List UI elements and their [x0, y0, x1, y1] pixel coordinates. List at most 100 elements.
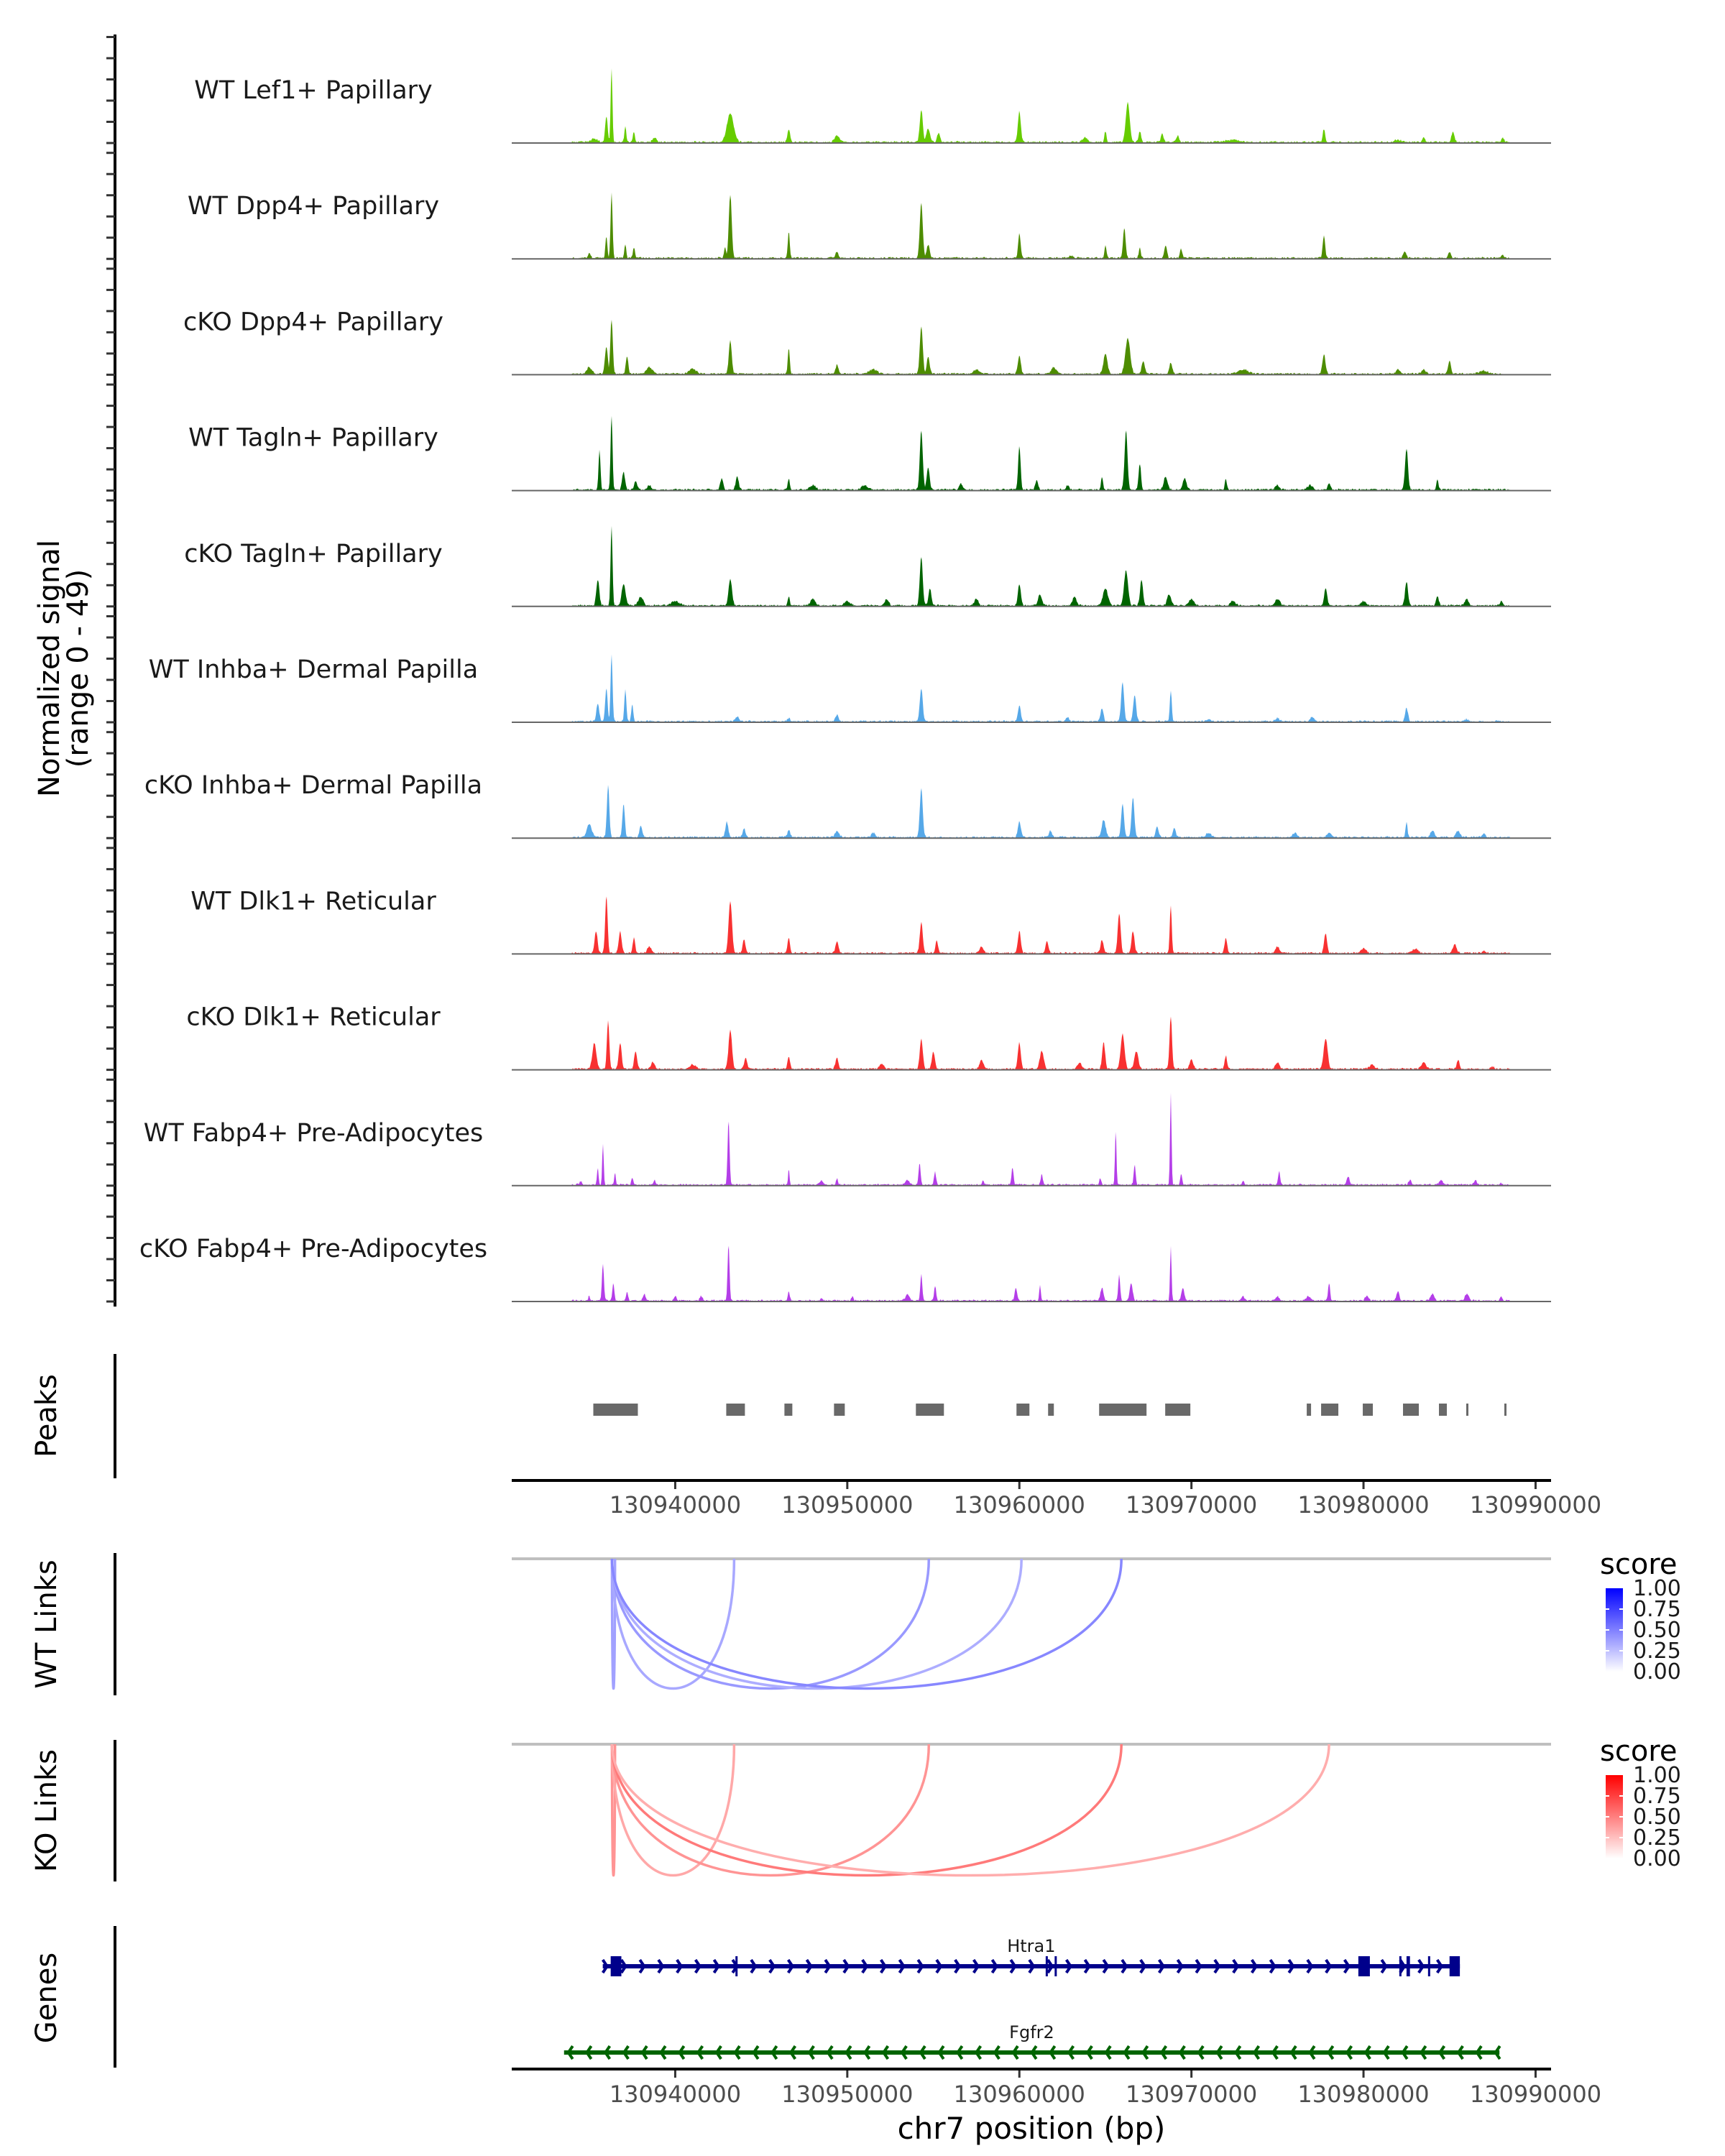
- strand-arrow-icon: [863, 2045, 871, 2060]
- peak-region: [1099, 1404, 1147, 1416]
- strand-arrow-icon: [768, 1958, 776, 1974]
- strand-arrow-icon: [1046, 1958, 1054, 1974]
- strand-arrow-icon: [1306, 1958, 1314, 1974]
- strand-arrow-icon: [1435, 1958, 1444, 1974]
- track-label: WT Lef1+ Papillary: [194, 76, 433, 105]
- strand-arrow-icon: [1475, 2045, 1483, 2060]
- strand-arrow-icon: [657, 1958, 665, 1974]
- strand-arrow-icon: [1141, 2045, 1149, 2060]
- coverage-track: WT Dlk1+ Reticular: [190, 887, 1551, 955]
- strand-arrow-icon: [1271, 2045, 1279, 2060]
- strand-arrow-icon: [972, 1958, 980, 1974]
- track-label: cKO Tagln+ Papillary: [184, 540, 443, 568]
- legend-tick-label: 0.25: [1633, 1825, 1681, 1851]
- strand-arrow-icon: [750, 1958, 758, 1974]
- strand-arrow-icon: [1234, 2045, 1242, 2060]
- gene-model: Htra1: [601, 1936, 1460, 1976]
- track-label: cKO Dpp4+ Papillary: [183, 308, 443, 336]
- strand-arrow-icon: [696, 2045, 704, 2060]
- coverage-area: [512, 192, 1551, 259]
- coverage-area: [512, 525, 1551, 607]
- track-label: WT Fabp4+ Pre-Adipocytes: [144, 1119, 483, 1148]
- link-track-label: WT Links: [30, 1560, 63, 1688]
- strand-arrow-icon: [1438, 2045, 1446, 2060]
- link-track-label: KO Links: [30, 1749, 63, 1872]
- signal-axis-title: Normalized signal: [33, 540, 66, 797]
- strand-arrow-icon: [1325, 1958, 1333, 1974]
- legend-tick-label: 0.75: [1633, 1784, 1681, 1809]
- strand-arrow-icon: [1343, 1958, 1351, 1974]
- coverage-tracks: WT Lef1+ Papillary WT Dpp4+ Papillary cKO …: [139, 68, 1551, 1302]
- link-arc: [610, 1743, 736, 1877]
- strand-arrow-icon: [1401, 2045, 1409, 2060]
- peak-regions: [593, 1404, 1506, 1416]
- genes-track-label: Genes: [30, 1953, 63, 2043]
- x-axis-tick-label: 130960000: [954, 2081, 1085, 2108]
- strand-arrow-icon: [1139, 1958, 1147, 1974]
- gene-exon: [610, 1956, 622, 1976]
- link-arc: [610, 1558, 1123, 1690]
- track-label: WT Dpp4+ Papillary: [188, 192, 439, 221]
- link-arc: [610, 1558, 931, 1690]
- x-axis-tick-label: 130970000: [1126, 2081, 1257, 2108]
- strand-arrow-icon: [714, 2045, 722, 2060]
- strand-arrow-icon: [1215, 2045, 1223, 2060]
- peak-region: [1016, 1404, 1030, 1416]
- coverage-track: cKO Dlk1+ Reticular: [186, 1003, 1551, 1071]
- x-axis-title: chr7 position (bp): [898, 2111, 1166, 2146]
- strand-arrow-icon: [845, 2045, 852, 2060]
- peak-region: [1321, 1404, 1339, 1416]
- strand-arrow-icon: [993, 2045, 1000, 2060]
- peak-region: [726, 1404, 745, 1416]
- strand-arrow-icon: [1289, 2045, 1297, 2060]
- x-axis-tick-label: 130950000: [781, 1491, 913, 1519]
- strand-arrow-icon: [1494, 2045, 1501, 2060]
- link-arc: [610, 1558, 617, 1690]
- x-axis-tick-label: 130970000: [1126, 1491, 1257, 1519]
- strand-arrow-icon: [974, 2045, 983, 2060]
- x-axis-tick-label: 130990000: [1470, 2081, 1601, 2108]
- x-axis-tick-label: 130960000: [954, 1491, 1085, 1519]
- coverage-track: WT Inhba+ Dermal Papilla: [149, 654, 1551, 723]
- x-axis-tick-label: 130980000: [1297, 2081, 1429, 2108]
- gene-exon: [1054, 1956, 1057, 1976]
- strand-arrow-icon: [826, 2045, 834, 2060]
- strand-arrow-icon: [1456, 2045, 1464, 2060]
- x-axis-tick-label: 130940000: [610, 2081, 741, 2108]
- coverage-track: cKO Dpp4+ Papillary: [183, 308, 1551, 376]
- strand-arrow-icon: [1159, 2045, 1168, 2060]
- peaks-track-label: Peaks: [30, 1374, 63, 1457]
- strand-arrow-icon: [620, 1958, 627, 1974]
- gene-exon: [1427, 1956, 1430, 1976]
- strand-arrow-icon: [937, 2045, 945, 2060]
- strand-arrow-icon: [805, 1958, 813, 1974]
- strand-arrow-icon: [954, 1958, 962, 1974]
- strand-arrow-icon: [1252, 2045, 1261, 2060]
- strand-arrow-icon: [1345, 2045, 1353, 2060]
- legend-tick-label: 0.00: [1633, 1659, 1681, 1685]
- strand-arrow-icon: [752, 2045, 760, 2060]
- strand-arrow-icon: [1009, 1958, 1017, 1974]
- strand-arrow-icon: [824, 1958, 832, 1974]
- coverage-area: [512, 68, 1551, 143]
- strand-arrow-icon: [1399, 1958, 1407, 1974]
- strand-arrow-icon: [1123, 2045, 1131, 2060]
- strand-arrow-icon: [1178, 2045, 1186, 2060]
- peak-region: [1439, 1404, 1447, 1416]
- strand-arrow-icon: [1104, 2045, 1112, 2060]
- link-arc: [610, 1558, 736, 1690]
- strand-arrow-icon: [1420, 2045, 1427, 2060]
- strand-arrow-icon: [1232, 1958, 1240, 1974]
- peak-region: [1165, 1404, 1191, 1416]
- strand-arrow-icon: [638, 1958, 646, 1974]
- legend-tick-label: 0.50: [1633, 1805, 1681, 1830]
- coverage-track: cKO Tagln+ Papillary: [184, 525, 1551, 607]
- legend-tick-label: 0.75: [1633, 1597, 1681, 1622]
- gene-exon: [1406, 1956, 1410, 1976]
- strand-arrow-icon: [678, 2045, 686, 2060]
- strand-arrow-icon: [694, 1958, 702, 1974]
